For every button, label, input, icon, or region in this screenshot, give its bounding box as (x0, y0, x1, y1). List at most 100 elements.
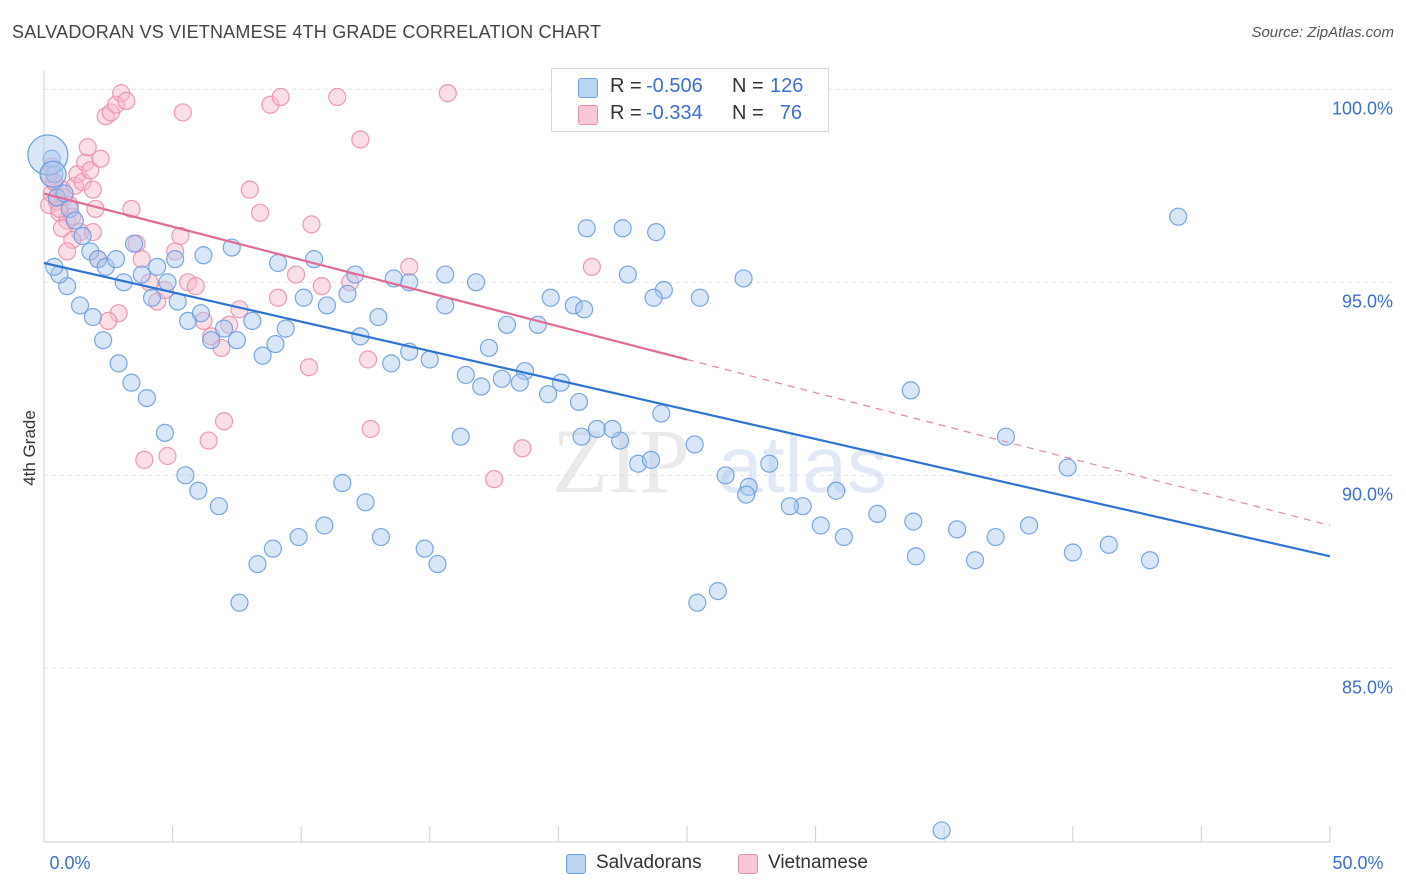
salvadoran-point (338, 284, 357, 303)
y-axis-title: 4th Grade (20, 410, 39, 486)
salvadoran-point (356, 493, 375, 512)
legend-row-salvadorans: R = -0.506 N = 126 (552, 74, 828, 100)
tick-labels: 85.0% 90.0% 95.0% 100.0% 0.0% 50.0% (49, 98, 1393, 873)
vietnamese-point (99, 311, 118, 330)
legend-r-label: R = (610, 75, 642, 97)
trend-lines (43, 192, 1331, 558)
salvadoran-point (647, 223, 666, 242)
vietnamese-points (40, 84, 601, 489)
vietnamese-point (83, 223, 102, 242)
salvadoran-point (618, 265, 637, 284)
salvadoran-point (811, 516, 830, 535)
source-credit: Source: ZipAtlas.com (1251, 24, 1394, 41)
salvadoran-point (194, 246, 213, 265)
vietnamese-point (132, 250, 151, 269)
vietnamese-point (358, 350, 378, 369)
bottom-legend-label: Salvadorans (596, 852, 702, 873)
salvadoran-point (575, 300, 594, 319)
salvadoran-point (901, 381, 920, 400)
vietnamese-point (438, 84, 457, 103)
legend-swatch-pink (578, 105, 598, 125)
salvadoran-point (148, 257, 167, 276)
salvadoran-point (137, 389, 156, 408)
salvadoran-point (248, 554, 267, 574)
vietnamese-point (63, 230, 82, 249)
salvadoran-point (106, 250, 126, 269)
salvadoran-trend-line (43, 261, 1331, 558)
salvadoran-point (230, 593, 249, 612)
salvadoran-point (294, 288, 313, 307)
salvadoran-point (492, 369, 511, 388)
salvadoran-point (1019, 516, 1039, 535)
salvadoran-point (65, 211, 84, 230)
vietnamese-point (81, 161, 100, 180)
salvadoran-point (315, 516, 334, 535)
salvadoran-point (214, 319, 234, 338)
salvadoran-point (827, 481, 846, 500)
salvadoran-point (81, 242, 100, 261)
salvadoran-point (472, 377, 491, 396)
salvadoran-point (276, 319, 295, 338)
salvadoran-point (263, 539, 283, 558)
salvadoran-point (243, 311, 262, 330)
salvadoran-point (415, 539, 434, 558)
salvadoran-point (124, 234, 144, 253)
vietnamese-point (117, 91, 136, 110)
vietnamese-point (173, 103, 192, 122)
salvadoran-point (202, 331, 221, 350)
salvadoran-point (227, 331, 246, 350)
salvadoran-point (189, 481, 208, 500)
salvadoran-point (569, 392, 589, 412)
y-tick-label: 90.0% (1342, 484, 1393, 504)
salvadoran-point (603, 419, 622, 439)
salvadoran-point (906, 547, 926, 566)
salvadoran-point (652, 404, 671, 423)
legend-r-value: -0.334 (646, 102, 703, 124)
vietnamese-point (240, 180, 259, 199)
salvadoran-point (1063, 543, 1082, 562)
vietnamese-point (250, 203, 270, 222)
y-tick-label: 100.0% (1332, 98, 1393, 118)
salvadoran-point (479, 338, 499, 358)
salvadoran-point (166, 250, 185, 269)
vietnamese-point (135, 450, 154, 469)
salvadoran-point (996, 427, 1016, 446)
vietnamese-trend-extension (686, 358, 1331, 527)
legend-row-vietnamese: R = -0.334 N = 76 (552, 101, 828, 127)
vietnamese-point (91, 149, 110, 168)
salvadoran-point (122, 373, 141, 392)
legend-r-value: -0.506 (646, 75, 703, 97)
salvadoran-point (708, 581, 727, 601)
vietnamese-point (171, 226, 190, 246)
vietnamese-point (122, 199, 141, 219)
vietnamese-point (158, 446, 177, 466)
legend-n-value: 76 (779, 102, 802, 124)
bottom-legend-label: Vietnamese (768, 852, 868, 873)
salvadoran-point (155, 423, 174, 442)
salvadoran-point (333, 473, 352, 493)
vietnamese-point (299, 358, 319, 377)
salvadoran-point (268, 253, 288, 273)
legend-n-value: 126 (770, 75, 804, 97)
salvadoran-points (27, 134, 1188, 840)
salvadoran-point (142, 288, 162, 307)
salvadoran-point (73, 226, 92, 246)
salvadoran-point (70, 296, 90, 315)
x-tick-label: 50.0% (1332, 853, 1383, 873)
salvadoran-point (737, 485, 756, 504)
salvadoran-point (965, 551, 985, 570)
bottom-legend-swatch-pink (738, 854, 758, 874)
salvadoran-point (176, 466, 195, 485)
salvadoran-point (369, 307, 388, 327)
salvadoran-point (436, 265, 455, 284)
salvadoran-point-large (39, 160, 67, 188)
salvadoran-point (209, 497, 228, 516)
vietnamese-point (78, 138, 97, 157)
salvadoran-point (641, 450, 661, 469)
salvadoran-point (539, 385, 558, 404)
salvadoran-point (904, 512, 923, 531)
salvadoran-point (382, 354, 401, 373)
vietnamese-point (400, 257, 419, 276)
vietnamese-point (271, 87, 290, 107)
vietnamese-point (485, 470, 504, 489)
